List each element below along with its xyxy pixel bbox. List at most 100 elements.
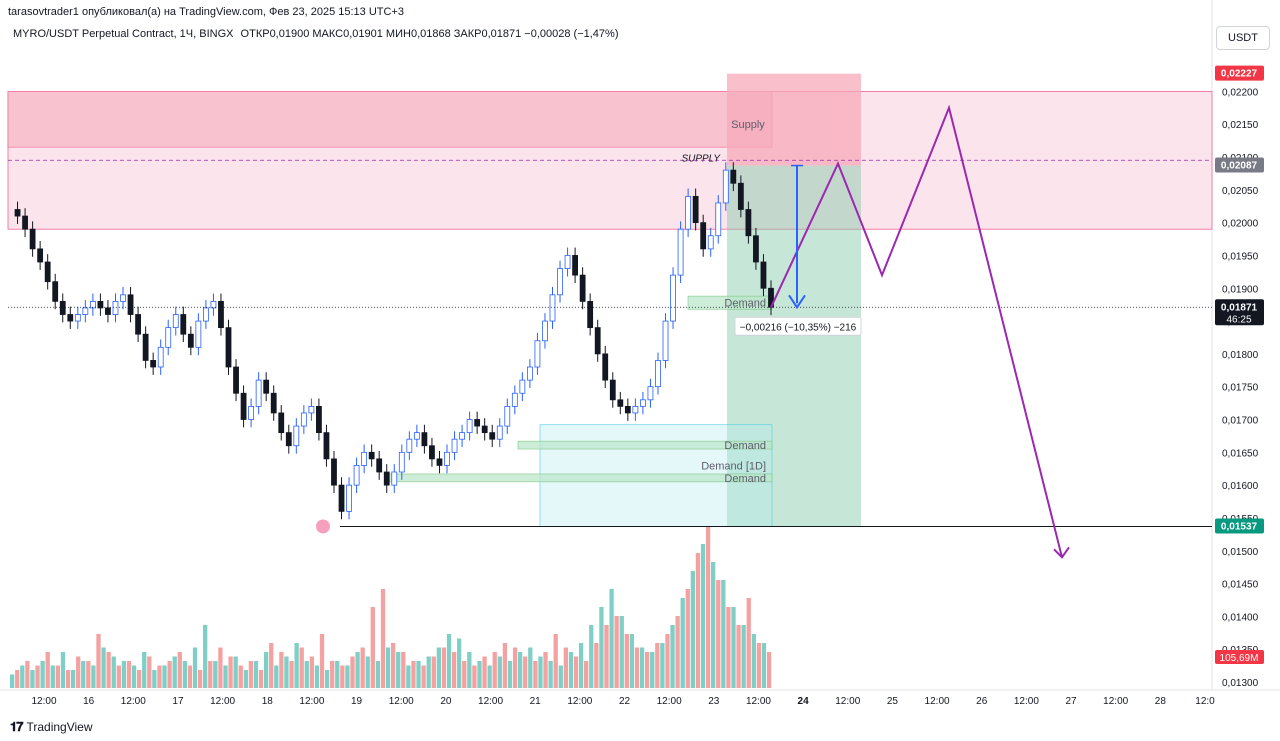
candle-body	[105, 307, 111, 315]
volume-bar-down	[411, 661, 416, 688]
currency-button[interactable]: USDT	[1216, 26, 1270, 50]
volume-bar-down	[594, 643, 599, 688]
volume-bar-up	[426, 656, 431, 688]
candle-body	[466, 419, 473, 434]
measure-arrowhead	[788, 294, 806, 310]
volume-bar-down	[45, 652, 50, 688]
volume-bar-down	[472, 665, 477, 688]
candle-body	[594, 327, 601, 355]
candle-body	[180, 314, 187, 335]
x-tick-label: 12:00	[389, 696, 414, 707]
x-tick-label: 12:0	[1195, 696, 1215, 707]
demand-zone-3	[687, 295, 773, 310]
volume-bar-down	[340, 665, 345, 688]
candle-body	[655, 360, 661, 388]
volume-bar-down	[563, 647, 568, 688]
volume-bar-up	[518, 652, 523, 688]
volume-bar-down	[137, 670, 142, 688]
volume-bar-down	[705, 526, 711, 688]
volume-bar-up	[40, 661, 45, 688]
volume-bar-down	[269, 643, 274, 688]
volume-bar-up	[619, 616, 624, 688]
candle-body	[587, 300, 594, 329]
candle-body	[609, 379, 616, 401]
candle-body	[398, 451, 405, 473]
ohlc-values: ОТКР0,01900 МАКС0,01901 МИН0,01868 ЗАКР0…	[240, 28, 619, 40]
volume-bar-down	[462, 661, 467, 688]
x-tick-label: 12:00	[746, 696, 771, 707]
candle-body	[489, 432, 496, 440]
candle-body	[240, 392, 247, 420]
y-tick-label: 0,01550	[1222, 514, 1259, 525]
volume-bar-up	[335, 661, 340, 688]
candle-body	[346, 484, 352, 512]
candle-body	[549, 294, 556, 322]
volume-bar-up	[690, 571, 695, 688]
volume-bar-down	[380, 589, 386, 688]
volume-bar-down	[746, 598, 751, 688]
x-tick-label: 28	[1155, 696, 1167, 707]
volume-bar-up	[467, 652, 472, 688]
x-tick-label: 12:00	[31, 696, 56, 707]
x-tick-label: 18	[262, 696, 274, 707]
price-axis: 0,02200 0,02150 0,02100 0,02050 0,02000 0,019…	[1215, 65, 1264, 689]
candle-body	[316, 405, 322, 434]
symbol-name[interactable]: MYRO/USDT Perpetual Contract, 1Ч, BINGX	[13, 28, 234, 40]
price-level-label: 0,01871	[1221, 302, 1258, 313]
candle-body	[248, 405, 255, 420]
y-tick-label: 0,02150	[1222, 120, 1259, 131]
tradingview-brand[interactable]: 𝟏𝟕 TradingView	[10, 719, 93, 735]
volume-bar-up	[457, 638, 462, 688]
x-tick-label: 12:00	[567, 696, 592, 707]
y-tick-label: 0,01750	[1222, 383, 1259, 394]
y-tick-label: 0,01450	[1222, 580, 1259, 591]
volume-bar-down	[645, 652, 650, 688]
volume-bar-down	[634, 647, 640, 688]
candle-body	[142, 333, 149, 361]
candle-body	[233, 366, 239, 394]
tradingview-logo-icon: 𝟏𝟕	[10, 719, 24, 734]
volume-bar-up	[680, 598, 685, 688]
volume-bar-up	[213, 661, 218, 688]
candle-body	[112, 300, 119, 315]
low-marker	[316, 519, 330, 534]
volume-bar-down	[492, 652, 497, 688]
price-level-tag	[1215, 65, 1264, 81]
volume-bar-down	[401, 652, 406, 688]
price-level-tag	[1215, 157, 1264, 173]
volume-bar-down	[624, 634, 629, 688]
supply-zone-wide	[7, 90, 1213, 230]
volume-bar-up	[10, 674, 15, 688]
volume-bar-down	[289, 661, 294, 688]
volume-bar-down	[126, 661, 132, 688]
x-tick-label: 21	[530, 696, 542, 707]
candle-body	[444, 451, 450, 466]
symbol-info: MYRO/USDT Perpetual Contract, 1Ч, BINGX …	[13, 28, 619, 40]
candle-body	[564, 255, 571, 269]
volume-bar-down	[655, 643, 660, 688]
volume-bar-up	[121, 661, 127, 688]
candle-body	[82, 307, 89, 315]
supply-zone-inner	[7, 91, 773, 148]
candle-body	[557, 268, 563, 296]
price-level-tag	[1215, 518, 1264, 534]
demand-zone-1	[517, 440, 773, 450]
x-tick-label: 12:00	[121, 696, 146, 707]
volume-bar-up	[243, 670, 248, 688]
take-profit-area	[727, 165, 861, 527]
volume-bar-up	[751, 634, 756, 688]
candle-body	[353, 465, 360, 486]
candle-body	[745, 209, 752, 237]
volume-bar-up	[731, 607, 736, 688]
volume-bar-up	[436, 647, 441, 688]
price-countdown: 46:25	[1226, 314, 1251, 325]
zone-label-demand-1: Demand	[724, 440, 766, 452]
candle-body	[572, 255, 578, 276]
candle-body	[640, 399, 646, 407]
candle-body	[707, 235, 714, 250]
volume-bar-down	[248, 661, 254, 688]
projection-arrowhead	[1053, 546, 1070, 559]
candle-body	[383, 471, 390, 486]
volume-bar-down	[441, 647, 447, 688]
